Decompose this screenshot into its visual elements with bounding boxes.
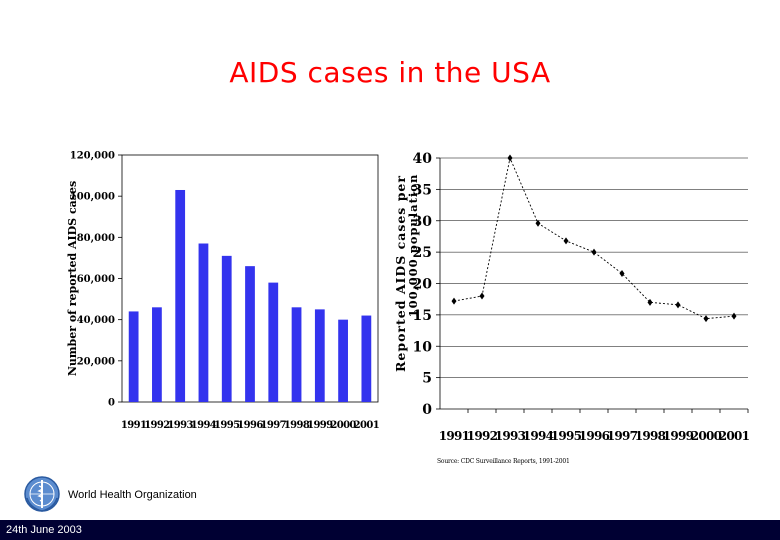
bar-chart-xtick-label: 2000 xyxy=(330,420,356,431)
line-chart-xtick-label: 1996 xyxy=(579,429,610,443)
line-chart-xtick-label: 1999 xyxy=(663,429,694,443)
line-chart-point xyxy=(647,298,653,306)
bar-chart-bar xyxy=(338,319,348,402)
line-chart-xtick-label: 1992 xyxy=(467,429,498,443)
line-chart-point xyxy=(591,248,597,256)
line-chart-xtick-label: 1998 xyxy=(635,429,666,443)
bar-chart-xtick-label: 1997 xyxy=(261,420,287,431)
line-chart-xtick-label: 1993 xyxy=(495,429,526,443)
bar-chart-ytick-label: 100,000 xyxy=(70,192,115,203)
line-chart-point xyxy=(619,269,625,277)
line-chart-point xyxy=(703,315,709,323)
bar-chart-ytick-label: 0 xyxy=(108,398,115,409)
line-chart-ytick-label: 0 xyxy=(422,402,432,418)
bar-chart-xtick-label: 1999 xyxy=(307,420,333,431)
who-emblem-icon xyxy=(24,476,60,512)
bar-chart-bar xyxy=(198,243,209,402)
line-chart-series-line xyxy=(453,156,735,320)
line-chart-ylabel-line2: 100,000 population xyxy=(406,174,420,318)
bar-chart-bar xyxy=(361,315,372,402)
line-chart-point xyxy=(507,154,513,162)
footer-date: 24th June 2003 xyxy=(6,524,82,536)
bar-chart-bar xyxy=(128,311,139,402)
line-chart-ytick-label: 35 xyxy=(413,182,432,198)
line-chart-point xyxy=(479,292,485,300)
bar-chart-bar xyxy=(245,266,255,402)
bar-chart-xtick-label: 1992 xyxy=(144,420,170,431)
bar-chart-ytick-label: 120,000 xyxy=(70,151,115,162)
line-chart-point xyxy=(675,301,681,309)
line-chart-ytick-label: 10 xyxy=(413,339,433,355)
source-note: Source: CDC Surveillance Reports, 1991-2… xyxy=(437,458,570,465)
bar-chart-bar xyxy=(152,307,162,402)
footer-bar: 24th June 2003 xyxy=(0,520,780,540)
bar-chart: Number of reported AIDS cases 0 20,000 40,… xyxy=(66,151,380,432)
line-chart-ytick-label: 5 xyxy=(422,371,432,387)
line-chart-ytick-label: 15 xyxy=(413,308,432,324)
line-chart-ylabel-line1: Reported AIDS cases per xyxy=(393,175,408,372)
line-chart-point xyxy=(451,297,457,305)
line-chart-xtick-label: 1991 xyxy=(439,429,470,443)
line-chart-ytick-label: 20 xyxy=(413,277,433,293)
line-chart-ytick-label: 30 xyxy=(413,214,433,230)
bar-chart-bar xyxy=(291,307,302,402)
bar-chart-xtick-label: 1991 xyxy=(121,420,146,431)
bar-chart-bar xyxy=(268,282,279,402)
bar-chart-xtick-label: 1994 xyxy=(191,420,217,431)
organization-name: World Health Organization xyxy=(68,489,197,501)
line-chart-xtick-label: 1997 xyxy=(607,429,638,443)
bar-chart-ytick-label: 40,000 xyxy=(77,315,115,326)
bar-chart-ytick-label: 60,000 xyxy=(77,274,115,285)
bar-chart-ylabel: Number of reported AIDS cases xyxy=(66,181,79,376)
line-chart-xtick-label: 2000 xyxy=(691,429,722,443)
slide-title: AIDS cases in the USA xyxy=(229,56,551,89)
bar-chart-bar xyxy=(175,189,186,402)
bar-chart-bar xyxy=(314,309,325,402)
bar-chart-xtick-label: 2001 xyxy=(354,420,379,431)
bar-chart-xtick-label: 1996 xyxy=(237,420,263,431)
line-chart-ytick-label: 40 xyxy=(413,151,433,167)
bar-chart-xtick-label: 1993 xyxy=(167,420,193,431)
bar-chart-bar xyxy=(221,255,232,402)
line-chart-xtick-label: 1995 xyxy=(551,429,582,443)
line-chart-ytick-label: 25 xyxy=(413,245,432,261)
line-chart-xtick-label: 1994 xyxy=(523,429,554,443)
line-chart-point xyxy=(563,237,569,245)
line-chart-point xyxy=(731,312,737,320)
bar-chart-xtick-label: 1995 xyxy=(214,420,240,431)
line-chart-point xyxy=(535,219,541,227)
line-chart-xtick-label: 2001 xyxy=(719,429,750,443)
bar-chart-xtick-label: 1998 xyxy=(284,420,310,431)
bar-chart-ytick-label: 80,000 xyxy=(77,233,115,244)
bar-chart-ytick-label: 20,000 xyxy=(77,356,115,367)
